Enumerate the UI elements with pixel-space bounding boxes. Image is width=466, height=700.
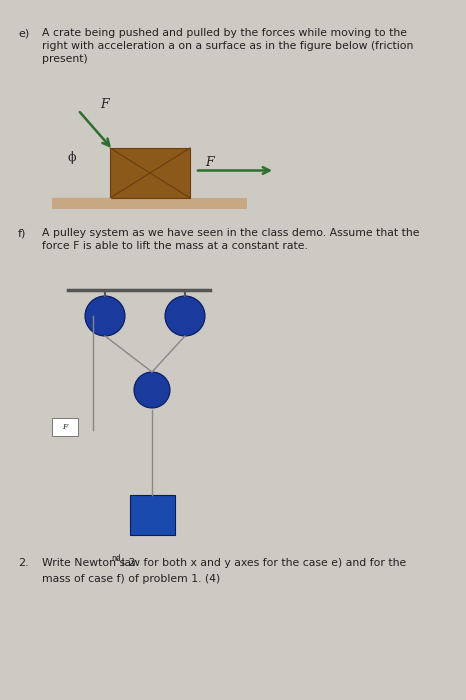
Text: law for both x and y axes for the case e) and for the: law for both x and y axes for the case e… [118,558,406,568]
Text: 2.: 2. [18,558,29,568]
Bar [52,198,247,209]
Text: mass of case f) of problem 1. (4): mass of case f) of problem 1. (4) [42,574,220,584]
Text: ϕ: ϕ [68,151,76,164]
Text: f): f) [18,228,27,238]
Bar [52,418,78,436]
Circle shape [85,296,125,336]
Bar [110,148,190,198]
Text: nd: nd [111,554,121,563]
Text: A pulley system as we have seen in the class demo. Assume that the
force F is ab: A pulley system as we have seen in the c… [42,228,419,251]
Circle shape [134,372,170,408]
Circle shape [165,296,205,336]
Text: e): e) [18,28,29,38]
Bar [130,495,174,535]
Text: F: F [205,157,213,169]
Text: F: F [62,423,68,431]
Text: A crate being pushed and pulled by the forces while moving to the
right with acc: A crate being pushed and pulled by the f… [42,28,413,64]
Text: F: F [100,99,109,111]
Text: Write Newton’s 2: Write Newton’s 2 [42,558,136,568]
